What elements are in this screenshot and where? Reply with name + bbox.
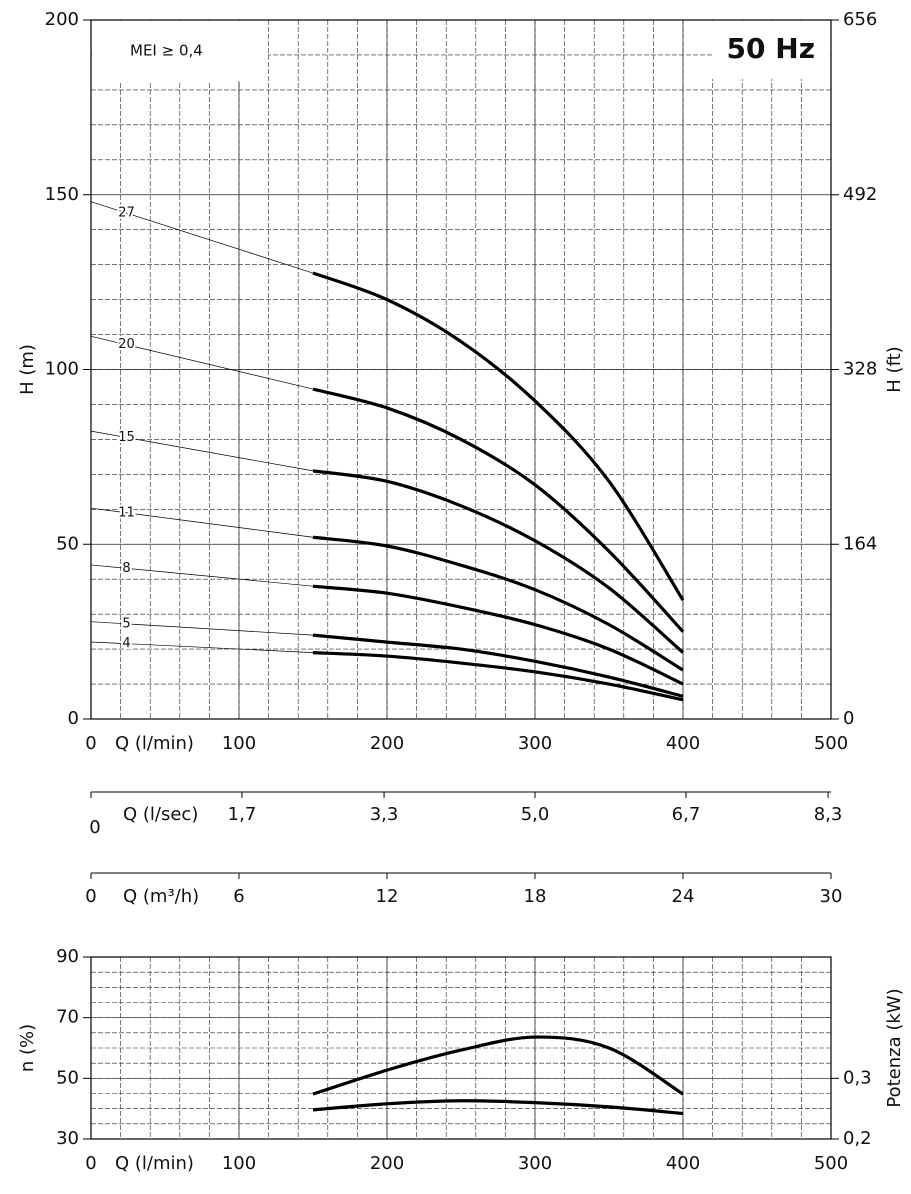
x-tick-label: 300 xyxy=(518,1153,552,1174)
x-tick-label: 0 xyxy=(85,1153,96,1174)
y-tick-label: 90 xyxy=(56,946,79,967)
secondary-tick-label: 12 xyxy=(376,886,399,907)
curve xyxy=(312,1035,684,1096)
curve-label: 5 xyxy=(122,616,130,631)
x-tick-label: 0 xyxy=(85,733,96,754)
y2-tick-label: 164 xyxy=(843,533,877,554)
curve-label: 15 xyxy=(118,430,135,445)
curve-label: 11 xyxy=(118,505,135,520)
secondary-tick-label: 0 xyxy=(85,886,96,907)
curve xyxy=(312,633,684,698)
y2-tick-label: 656 xyxy=(843,9,877,30)
curve xyxy=(312,387,685,633)
leader-line xyxy=(90,621,314,636)
curve xyxy=(312,584,684,686)
curve xyxy=(312,271,685,602)
curve-label: 27 xyxy=(118,206,135,221)
leader-line xyxy=(90,430,314,472)
secondary-tick-label: 6,7 xyxy=(672,804,701,825)
x-tick-label: 200 xyxy=(370,733,404,754)
x-tick-label: 400 xyxy=(666,733,700,754)
y-tick-label: 50 xyxy=(56,1067,79,1088)
y-tick-label: 30 xyxy=(56,1128,79,1149)
secondary-tick-label: 0 xyxy=(89,817,100,838)
secondary-tick-label: 5,0 xyxy=(521,804,550,825)
annotation: MEI ≥ 0,4 xyxy=(130,42,203,60)
x-tick-label: 500 xyxy=(814,733,848,754)
curve xyxy=(312,650,684,702)
x-tick-label: 500 xyxy=(814,1153,848,1174)
y2-tick-label: 0,3 xyxy=(843,1067,872,1088)
secondary-tick-label: 18 xyxy=(524,886,547,907)
leader-line xyxy=(90,201,314,274)
leader-line xyxy=(90,564,314,587)
y2-tick-label: 0 xyxy=(843,708,854,729)
leader-line xyxy=(90,507,314,538)
y-tick-label: 50 xyxy=(56,533,79,554)
y-tick-label: 100 xyxy=(45,359,79,380)
y-tick-label: 150 xyxy=(45,184,79,205)
annotation: 50 Hz xyxy=(727,32,815,65)
plot-frame xyxy=(90,956,832,1140)
leader-line xyxy=(90,335,314,390)
secondary-axis-label: Q (m³/h) xyxy=(123,886,199,907)
secondary-tick-label: 1,7 xyxy=(228,804,257,825)
y2-axis-label: Potenza (kW) xyxy=(884,988,905,1107)
leader-line xyxy=(90,641,314,653)
secondary-axis-label: Q (l/sec) xyxy=(123,804,198,825)
annotation-box xyxy=(712,21,830,79)
y-axis-label: H (m) xyxy=(17,344,38,395)
curve xyxy=(312,469,685,654)
secondary-tick-label: 3,3 xyxy=(370,804,399,825)
curve xyxy=(312,535,684,672)
curve xyxy=(312,1099,684,1116)
secondary-tick-label: 24 xyxy=(672,886,695,907)
x-tick-label: 400 xyxy=(666,1153,700,1174)
y2-tick-label: 0,2 xyxy=(843,1128,872,1149)
x-axis-label: Q (l/min) xyxy=(115,733,194,754)
curve-label: 20 xyxy=(118,337,135,352)
y-tick-label: 70 xyxy=(56,1007,79,1028)
x-tick-label: 100 xyxy=(222,733,256,754)
y2-tick-label: 328 xyxy=(843,359,877,380)
x-tick-label: 200 xyxy=(370,1153,404,1174)
x-tick-label: 100 xyxy=(222,1153,256,1174)
secondary-tick-label: 6 xyxy=(233,886,244,907)
y2-tick-label: 492 xyxy=(843,184,877,205)
y2-axis-label: H (ft) xyxy=(884,346,905,392)
curve-label: 8 xyxy=(122,561,130,576)
secondary-tick-label: 30 xyxy=(820,886,843,907)
y-axis-label: n (%) xyxy=(17,1024,38,1072)
annotation-box xyxy=(92,21,268,81)
y-tick-label: 0 xyxy=(68,708,79,729)
curve-label: 4 xyxy=(122,636,130,651)
secondary-tick-label: 8,3 xyxy=(814,804,843,825)
x-tick-label: 300 xyxy=(518,733,552,754)
x-axis-label: Q (l/min) xyxy=(115,1153,194,1174)
y-tick-label: 200 xyxy=(45,9,79,30)
